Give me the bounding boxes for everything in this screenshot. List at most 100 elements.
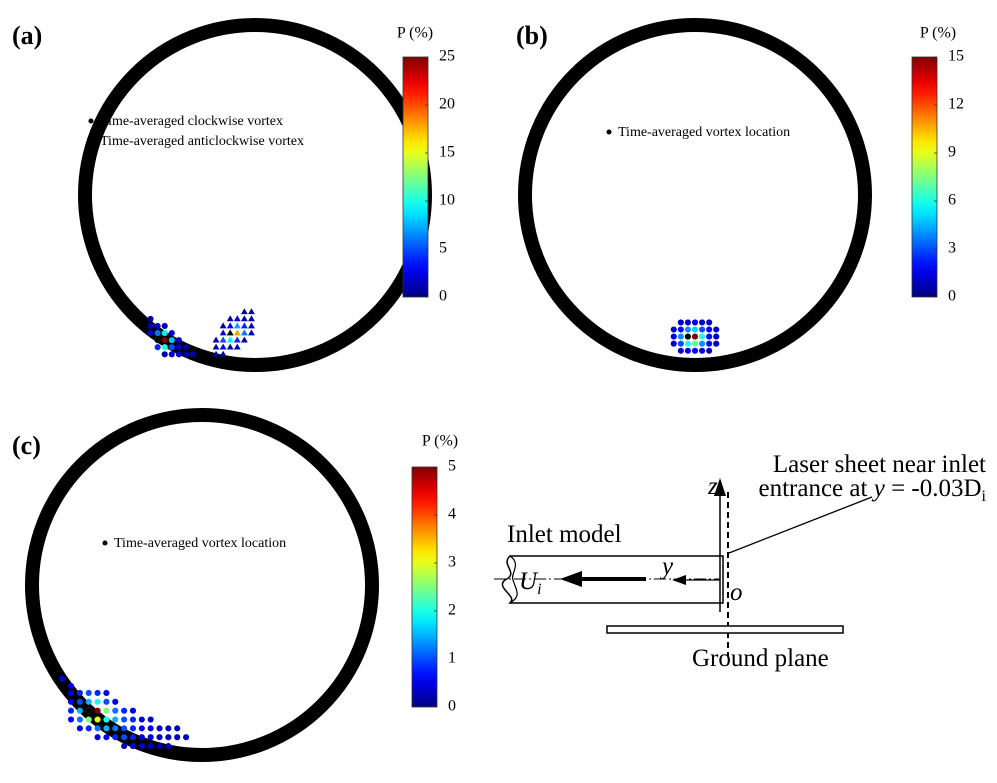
vortex-point (121, 743, 128, 750)
colorbar (411, 466, 438, 708)
vortex-point (219, 329, 227, 336)
vortex-point (103, 698, 110, 705)
vortex-point (219, 350, 227, 357)
colorbar-tick-label: 12 (948, 96, 964, 113)
panel: (a) Time-averaged clockwise vortex Time-av… (12, 18, 455, 372)
vortex-point (147, 734, 154, 741)
legend-marker (102, 540, 108, 546)
laser-sub: i (982, 488, 987, 505)
vortex-point (156, 725, 163, 732)
vortex-point (147, 322, 154, 330)
colorbar-tick-label: 4 (448, 506, 456, 523)
laser-label: entrance at y = -0.03Di (759, 475, 987, 505)
vortex-point (76, 716, 83, 723)
colorbar-tick-label: 15 (439, 144, 455, 161)
mean-location (154, 337, 161, 344)
colorbar-tick-label: 1 (448, 650, 456, 667)
vortex-point (684, 340, 691, 347)
vortex-point (699, 333, 706, 340)
vortex-point (129, 734, 137, 741)
inlet-label: Inlet model (507, 521, 622, 548)
vortex-point (112, 734, 119, 741)
vortex-point (182, 351, 190, 358)
vortex-point (240, 308, 248, 315)
colorbar-tick-label: 25 (439, 48, 455, 65)
vortex-point (174, 734, 181, 741)
vortex-point (174, 725, 181, 732)
panel-label: (a) (12, 21, 42, 50)
colorbar-title: P (%) (920, 25, 956, 42)
vortex-point (240, 322, 248, 329)
legend-label: Time-averaged vortex location (618, 125, 790, 140)
vortex-point (233, 315, 241, 322)
colorbar-tick-label: 6 (948, 192, 956, 209)
vortex-point (76, 698, 83, 705)
mean-location (226, 329, 234, 336)
legend-marker (88, 138, 94, 143)
vortex-point (175, 344, 182, 351)
ground-label: Ground plane (692, 645, 829, 672)
legend-label: Time-averaged clockwise vortex (100, 114, 283, 129)
velocity-base: U (519, 568, 539, 595)
vortex-point (161, 330, 168, 337)
vortex-point (76, 707, 83, 714)
colorbar-tick-label: 20 (439, 96, 455, 113)
vortex-point (677, 326, 684, 333)
vortex-point (713, 333, 720, 340)
vortex-point (677, 347, 684, 354)
vortex-point (85, 698, 92, 705)
colorbar-tick-label: 5 (439, 240, 447, 257)
colorbar-tick-label: 3 (948, 240, 956, 257)
legend-label: Time-averaged vortex location (114, 536, 286, 551)
vortex-point (212, 350, 220, 357)
vortex-point (112, 698, 119, 705)
vortex-point (85, 716, 92, 723)
panel-label: (c) (12, 431, 41, 460)
vortex-point (76, 725, 83, 732)
vortex-point (684, 326, 691, 333)
vortex-point (94, 716, 101, 723)
inlet-ring (78, 18, 432, 372)
velocity-label: Ui (519, 568, 542, 598)
vortex-point (677, 319, 684, 326)
vortex-point (129, 707, 137, 714)
laser-text: entrance at (759, 475, 874, 502)
colorbar-title: P (%) (397, 25, 433, 42)
vortex-point (699, 326, 706, 333)
vortex-point (94, 734, 101, 741)
vortex-point (121, 707, 128, 714)
vortex-point (67, 682, 75, 689)
vortex-point (161, 322, 168, 330)
vortex-point (94, 689, 101, 697)
legend-label: Time-averaged anticlockwise vortex (100, 134, 304, 149)
colorbar (911, 56, 938, 298)
vortex-point (138, 734, 145, 741)
vortex-point (59, 675, 66, 682)
vortex-point (147, 716, 154, 723)
colorbar-tick-label: 10 (439, 192, 455, 209)
vortex-point (138, 716, 145, 723)
vortex-point (175, 337, 182, 344)
vortex-point (94, 707, 101, 714)
vortex-point (684, 347, 691, 354)
vortex-point (121, 734, 128, 741)
mean-location (684, 333, 691, 340)
vortex-point (677, 333, 684, 340)
vortex-point (67, 716, 75, 723)
vortex-point (112, 725, 119, 732)
vortex-point (233, 336, 241, 343)
vortex-point (699, 340, 706, 347)
vortex-point (699, 319, 706, 326)
vortex-point (240, 315, 248, 322)
vortex-point (670, 326, 677, 333)
colorbar-tick-label: 0 (439, 288, 447, 305)
vortex-point (706, 347, 713, 354)
ground-plane (606, 625, 844, 634)
vortex-point (248, 322, 255, 329)
flow-arrowhead (560, 571, 582, 587)
colorbar-tick-label: 15 (948, 48, 964, 65)
vortex-point (67, 689, 75, 697)
panel: (c) Time-averaged vortex location P (%) 0 1 2… (12, 408, 458, 762)
vortex-point (67, 707, 75, 714)
